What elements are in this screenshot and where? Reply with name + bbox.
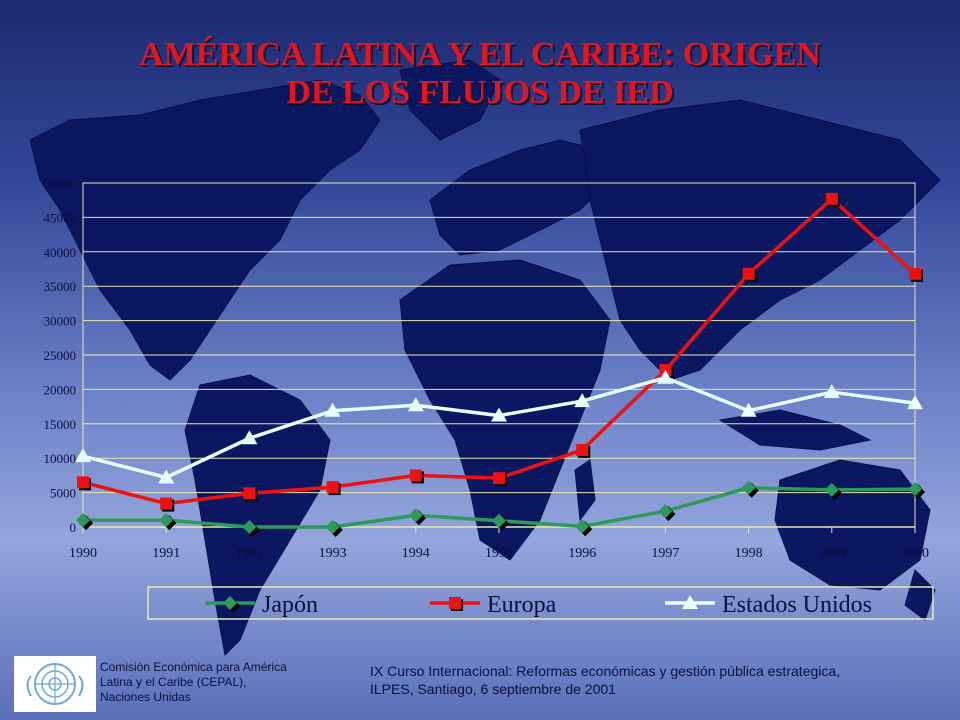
x-tick-label: 2000 [901, 546, 929, 561]
madagascar-shape [574, 459, 596, 522]
legend-label: Estados Unidos [722, 592, 872, 618]
un-emblem-graphic [26, 663, 84, 705]
chart-legend: Japón Europa Estados Unidos [147, 586, 934, 620]
data-point-0 [325, 520, 340, 534]
x-tick-label: 1993 [319, 546, 347, 561]
data-point-1 [243, 487, 256, 500]
cepal-name: Comisión Económica para América Latina y… [100, 660, 320, 705]
data-point-0 [658, 504, 673, 519]
data-point-1 [576, 443, 589, 456]
y-tick-label: 10000 [44, 451, 77, 466]
legend-label: Europa [487, 592, 557, 618]
x-tick-label: 1994 [402, 546, 430, 561]
south-america-shape [184, 374, 331, 657]
x-tick-label: 1997 [651, 546, 679, 561]
data-point-2 [657, 369, 674, 384]
data-point-2 [491, 407, 507, 422]
y-tick-label: 50000 [44, 176, 77, 191]
title-line-2: DE LOS FLUJOS DE IED [286, 74, 674, 111]
course-line-2: ILPES, Santiago, 6 septiembre de 2001 [370, 681, 616, 697]
data-point-2 [241, 430, 258, 445]
x-tick-label: 1998 [735, 546, 763, 561]
y-tick-label: 15000 [44, 417, 77, 432]
un-emblem-icon [14, 656, 96, 712]
data-point-2 [158, 469, 175, 484]
x-tick-label: 1995 [485, 546, 513, 561]
data-point-0 [242, 520, 257, 534]
data-point-1 [409, 469, 422, 482]
north-america-shape [29, 79, 381, 381]
data-point-0 [575, 519, 590, 534]
data-point-1 [493, 472, 505, 485]
legend-box [147, 586, 934, 620]
data-point-1 [77, 476, 89, 489]
data-point-2 [740, 402, 757, 417]
data-point-0 [492, 513, 506, 528]
data-point-1 [326, 481, 339, 494]
data-point-2 [75, 448, 91, 463]
data-point-0 [824, 482, 839, 497]
data-point-0 [159, 513, 174, 528]
x-tick-label: 1990 [69, 546, 97, 561]
y-tick-label: 20000 [44, 382, 77, 397]
chart-series [75, 192, 925, 537]
x-tick-label: 1991 [152, 546, 180, 561]
course-info: IX Curso Internacional: Reformas económi… [370, 662, 940, 698]
data-point-1 [909, 267, 921, 280]
y-tick-label: 5000 [50, 486, 76, 501]
legend-swatch-marker [223, 596, 237, 610]
data-point-0 [76, 513, 90, 528]
data-point-0 [408, 508, 423, 523]
title-line-1: AMÉRICA LATINA Y EL CARIBE: ORIGEN [139, 36, 821, 73]
y-tick-label: 30000 [44, 314, 77, 329]
data-point-2 [407, 397, 424, 412]
y-tick-label: 35000 [44, 279, 77, 294]
asia-shape [579, 99, 941, 381]
data-point-2 [324, 402, 341, 417]
legend-label: Japón [262, 592, 318, 618]
data-point-1 [160, 497, 173, 510]
data-point-0 [741, 480, 756, 495]
y-tick-label: 0 [70, 520, 77, 535]
x-tick-label: 1992 [235, 546, 263, 561]
data-point-2 [823, 384, 840, 399]
data-point-1 [825, 192, 838, 205]
org-line-3: Naciones Unidas [100, 690, 191, 704]
data-point-1 [742, 267, 755, 280]
org-line-2: Latina y el Caribe (CEPAL), [100, 675, 247, 689]
series-line-2 [82, 375, 916, 480]
course-line-1: IX Curso Internacional: Reformas económi… [370, 663, 841, 679]
legend-swatch-marker [449, 597, 461, 609]
africa-shape [399, 259, 611, 561]
y-tick-label: 25000 [44, 348, 77, 363]
slide-title: AMÉRICA LATINA Y EL CARIBE: ORIGEN DE LO… [0, 36, 960, 112]
org-line-1: Comisión Económica para América [100, 660, 287, 674]
y-tick-label: 45000 [44, 210, 77, 225]
indonesia-shape [718, 409, 872, 451]
x-tick-label: 1999 [818, 546, 846, 561]
data-point-2 [907, 395, 923, 410]
cepal-footer: Comisión Económica para América Latina y… [14, 656, 314, 712]
legend-swatch-marker [682, 595, 698, 609]
x-tick-label: 1996 [568, 546, 596, 561]
data-point-2 [574, 393, 591, 408]
greenland-shape [399, 59, 501, 141]
y-tick-label: 40000 [44, 245, 77, 260]
data-point-0 [908, 482, 922, 497]
new-zealand-shape [904, 569, 936, 621]
